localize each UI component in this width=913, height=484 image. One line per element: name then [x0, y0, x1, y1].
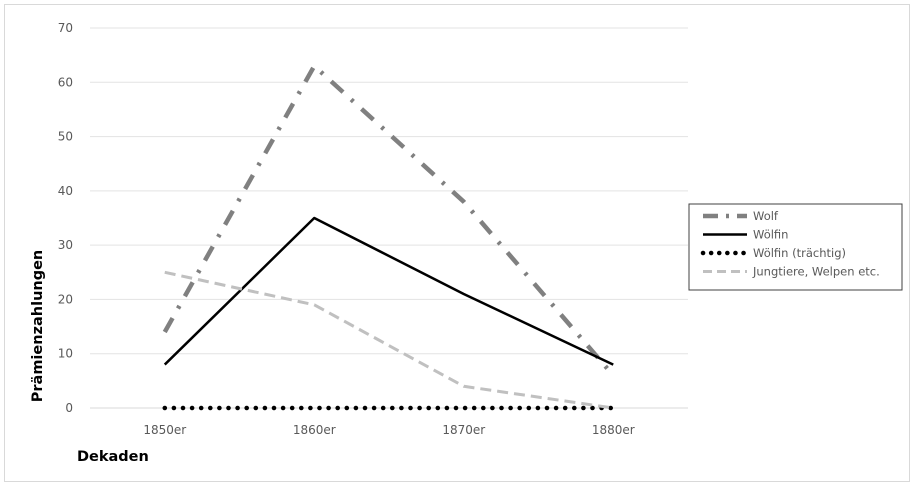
- legend-label: Wolf: [753, 209, 779, 223]
- series-line-0: [162, 63, 615, 377]
- x-axis-title: Dekaden: [77, 449, 149, 465]
- y-tick-label: 30: [58, 238, 73, 252]
- y-axis-ticks: 0 10 20 30 40 50 60 70: [58, 21, 73, 415]
- series-line-3: [164, 270, 614, 410]
- y-tick-label: 0: [65, 401, 73, 415]
- y-axis-title: Prämienzahlungen: [30, 250, 46, 403]
- x-axis-ticks: 1850er 1860er 1870er 1880er: [143, 423, 634, 437]
- series-line-1: [163, 216, 614, 366]
- y-tick-label: 60: [58, 75, 73, 89]
- legend-box: [688, 203, 903, 291]
- legend-label: Wölfin (trächtig): [753, 246, 846, 260]
- legend: Wolf Wölfin Wölfin (trächtig) Jungtiere, We…: [688, 203, 903, 291]
- series-lines: [162, 63, 616, 411]
- y-tick-label: 70: [58, 21, 73, 35]
- y-tick-label: 20: [58, 292, 73, 306]
- chart-frame: [4, 4, 910, 482]
- x-tick-label: 1870er: [442, 423, 485, 437]
- y-tick-label: 40: [58, 184, 73, 198]
- y-tick-label: 10: [58, 347, 73, 361]
- x-tick-label: 1850er: [143, 423, 186, 437]
- legend-label: Jungtiere, Welpen etc.: [752, 265, 880, 279]
- legend-label: Wölfin: [753, 228, 788, 242]
- x-tick-label: 1860er: [293, 423, 336, 437]
- x-tick-label: 1880er: [592, 423, 635, 437]
- y-tick-label: 50: [58, 130, 73, 144]
